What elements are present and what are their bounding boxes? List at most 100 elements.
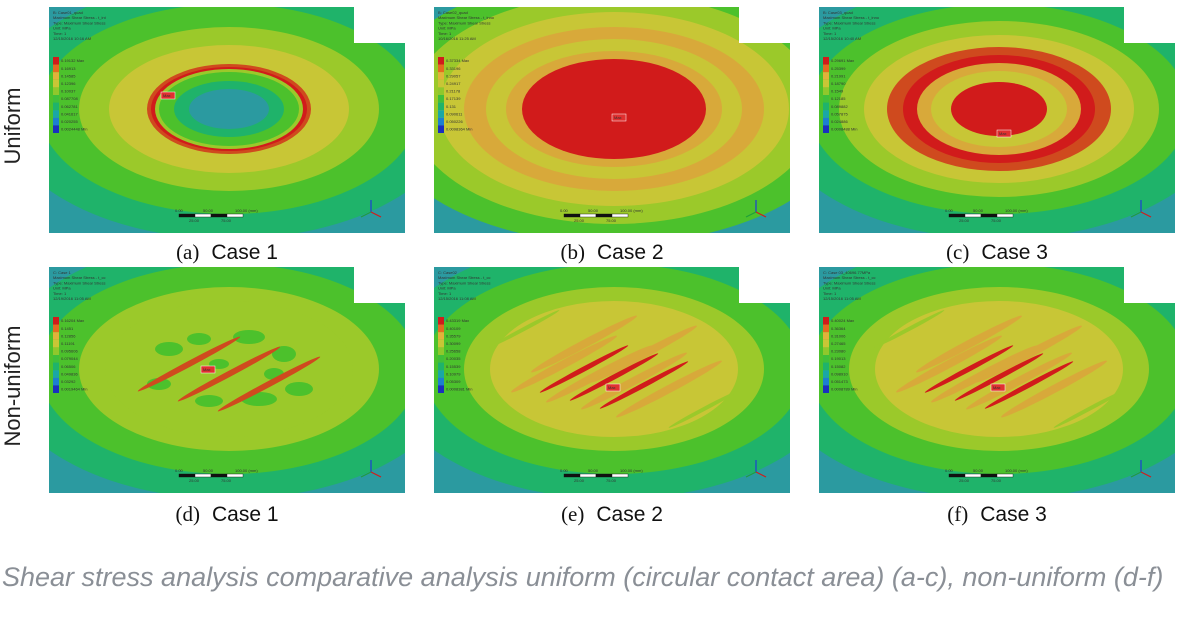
- legend-swatch: [823, 355, 829, 363]
- patch-6: [195, 395, 223, 407]
- contour-band-6: [522, 59, 706, 159]
- shade-stripe-4: [530, 315, 638, 373]
- legend-value: 0.29691 Max: [831, 58, 854, 63]
- header-line: 10/16/2016 11:25 AM: [438, 36, 476, 41]
- legend-value: 0.11191: [61, 341, 76, 346]
- stress-stripe-0: [924, 345, 1014, 393]
- legend-value: 0.23080: [831, 349, 846, 354]
- scale-bar-segment: [948, 213, 966, 218]
- panel-letter: (e): [561, 502, 585, 526]
- scale-label: 100.00 (mm): [620, 208, 643, 213]
- triad-axis-z: [360, 471, 372, 478]
- scale-bar-segment: [226, 213, 244, 218]
- legend-value: 0.0098364 Min: [446, 127, 472, 132]
- legend-swatch: [438, 347, 444, 355]
- edge-stripe-0: [873, 310, 945, 348]
- legend-value: 0.0008488 Min: [831, 127, 857, 132]
- scale-bar-segment: [980, 473, 998, 478]
- legend-swatch: [53, 57, 59, 65]
- legend-swatch: [438, 370, 444, 378]
- panel-case: Case 1: [211, 503, 279, 526]
- header-line: Unit: MPa: [438, 26, 456, 31]
- legend-swatch: [438, 57, 444, 65]
- max-label: Max: [203, 367, 211, 372]
- triad-axis-z: [1130, 471, 1142, 478]
- scale-label: 75.00: [221, 478, 232, 483]
- scale-bar-segment: [595, 473, 613, 478]
- row-label-non-uniform: Non-uniform: [0, 325, 25, 447]
- max-label: Max: [163, 93, 171, 98]
- header-line: Time: 1: [53, 31, 67, 36]
- shade-stripe-2: [580, 352, 688, 410]
- legend-swatch: [53, 377, 59, 386]
- legend-value: 0.25399: [831, 66, 846, 71]
- legend-swatch: [53, 370, 59, 378]
- fea-panel-e: C: Case02 Maximum Shear Stress - t_cc Type…: [434, 267, 790, 493]
- header-line: 12/15/2016 11:05 AM: [823, 296, 861, 301]
- header-line: Time: 1: [823, 291, 837, 296]
- patch-3: [272, 346, 296, 362]
- scale-bar-segment: [210, 213, 228, 218]
- legend-swatch: [53, 385, 59, 393]
- header-line: Unit: MPa: [823, 286, 841, 291]
- legend-swatch: [438, 79, 444, 88]
- panel-letter: (f): [947, 502, 969, 526]
- legend-value: 0.1549: [831, 89, 844, 94]
- legend-swatch: [438, 87, 444, 95]
- legend-value: 0.0008789 Min: [831, 387, 857, 392]
- panel-letter: (c): [946, 240, 970, 264]
- max-label: Max: [999, 131, 1007, 136]
- legend-value: 0.16204 Max: [61, 318, 84, 323]
- scale-bar-segment: [178, 213, 196, 218]
- shade-stripe-3: [1000, 360, 1108, 418]
- header-line: Type: Maximum Shear Stress: [823, 20, 875, 25]
- scale-label: 100.00 (mm): [235, 208, 258, 213]
- legend-value: 0.15082: [831, 364, 846, 369]
- legend-value: 0.10979: [446, 371, 461, 376]
- legend-swatch: [823, 64, 829, 73]
- legend-swatch: [53, 79, 59, 88]
- header-line: Time: 1: [438, 31, 452, 36]
- legend-value: 0.16913: [61, 66, 76, 71]
- panel-letter: (b): [560, 240, 585, 264]
- legend-swatch: [438, 385, 444, 393]
- fea-panel-d: C: Case 1 Maximum Shear Stress - t_cc Type…: [49, 267, 405, 493]
- fea-panel-b: B: Case02_quad Maximum Shear Stress - t_i…: [434, 7, 790, 233]
- legend-swatch: [438, 377, 444, 386]
- header-line: Unit: MPa: [823, 26, 841, 31]
- legend-value: 0.131: [446, 104, 457, 109]
- header-line: C: Case02: [438, 270, 458, 275]
- model-notch: [1124, 267, 1175, 303]
- header-line: 12/19/2016 11:05 AM: [53, 296, 91, 301]
- legend-swatch: [438, 355, 444, 363]
- legend-value: 0.21991: [831, 73, 846, 78]
- legend-swatch: [823, 370, 829, 378]
- legend-swatch: [438, 362, 444, 371]
- scale-label: 50.00: [973, 468, 984, 473]
- header-line: Maximum Shear Stress - t_cc: [823, 275, 875, 280]
- legend-swatch: [438, 317, 444, 325]
- edge-stripe-1: [1053, 390, 1125, 428]
- model-notch: [739, 267, 790, 303]
- legend-value: 0.43319 Max: [446, 318, 469, 323]
- legend-swatch: [823, 339, 829, 348]
- legend-swatch: [53, 347, 59, 355]
- legend-value: 0.31006: [831, 333, 846, 338]
- header-line: Unit: MPa: [53, 26, 71, 31]
- triad-axis-x: [755, 471, 767, 478]
- legend-swatch: [53, 72, 59, 80]
- stress-stripe-2: [599, 361, 689, 409]
- legend-value: 0.12185: [831, 96, 846, 101]
- triad-axis-z: [745, 211, 757, 218]
- panel-caption-f: (f) Case 3: [817, 502, 1177, 527]
- header-line: Type: Maximum Shear Stress: [438, 280, 490, 285]
- legend-value: 0.0019464 Min: [61, 387, 87, 392]
- triad-axis-z: [745, 471, 757, 478]
- legend-value: 0.050226: [446, 119, 463, 124]
- legend-value: 0.33196: [446, 66, 461, 71]
- legend-value: 0.19013: [831, 356, 846, 361]
- scale-label: 0.00: [560, 208, 569, 213]
